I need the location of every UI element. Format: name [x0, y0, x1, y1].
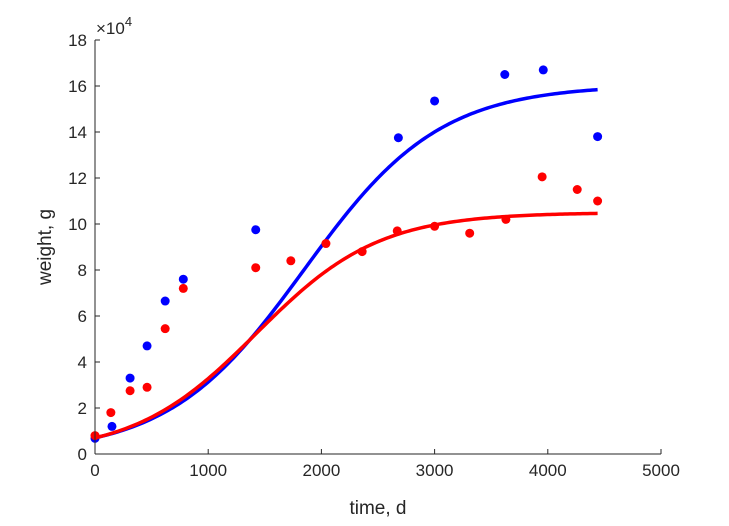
data-point-series-2 [392, 226, 402, 236]
data-point-series-1 [107, 421, 117, 431]
x-ticks: 0 1000 2000 3000 4000 5000 [90, 449, 680, 480]
data-point-series-2 [125, 386, 135, 396]
y-axis-label: weight, g [35, 209, 56, 286]
data-point-series-2 [251, 263, 261, 273]
x-tick-label: 1000 [189, 461, 227, 480]
data-point-series-1 [125, 373, 135, 383]
data-point-series-2 [160, 324, 170, 334]
x-tick-label: 0 [90, 461, 99, 480]
x-tick-label: 3000 [416, 461, 454, 480]
data-point-series-2 [106, 408, 116, 418]
data-point-series-2 [593, 196, 603, 206]
x-tick-label: 2000 [302, 461, 340, 480]
y-tick-label: 14 [68, 123, 87, 142]
y-tick-label: 12 [68, 169, 87, 188]
plot-background [95, 40, 661, 454]
y-exponent-base: ×10 [96, 19, 125, 38]
data-point-series-1 [251, 225, 261, 235]
y-exponent-power: 4 [125, 14, 132, 29]
data-point-series-1 [178, 274, 188, 284]
x-tick-label: 4000 [529, 461, 567, 480]
y-tick-label: 6 [78, 307, 87, 326]
data-point-series-1 [593, 132, 603, 142]
data-point-series-2 [321, 239, 331, 249]
y-tick-label: 4 [78, 353, 87, 372]
x-axis-label: time, d [349, 498, 406, 519]
data-point-series-1 [393, 133, 403, 143]
y-tick-label: 18 [68, 31, 87, 50]
data-point-series-1 [142, 341, 152, 351]
data-point-series-1 [430, 96, 440, 106]
fit-curve-2 [94, 211, 598, 440]
data-point-series-1 [500, 70, 510, 79]
data-point-series-2 [430, 221, 440, 231]
y-tick-label: 8 [78, 261, 87, 280]
data-point-series-2 [357, 247, 367, 257]
data-point-series-2 [178, 283, 188, 293]
data-point-series-1 [160, 296, 170, 306]
y-tick-label: 16 [68, 77, 87, 96]
data-point-series-2 [142, 382, 152, 392]
x-tick-label: 5000 [642, 461, 680, 480]
data-point-series-2 [465, 228, 475, 238]
y-ticks: 0 2 4 6 8 10 12 14 16 18 [68, 31, 100, 464]
data-point-series-2 [572, 185, 582, 194]
data-point-series-2 [501, 214, 511, 224]
y-exponent-label: ×104 [96, 14, 132, 38]
axes-layer [94, 40, 661, 455]
data-point-series-1 [538, 65, 548, 75]
series-layer [90, 65, 603, 443]
data-point-series-2 [537, 172, 547, 182]
fit-curve-1 [94, 87, 598, 440]
y-tick-label: 0 [78, 445, 87, 464]
y-tick-label: 2 [78, 399, 87, 418]
data-point-series-2 [286, 256, 296, 266]
y-tick-label: 10 [68, 215, 87, 234]
